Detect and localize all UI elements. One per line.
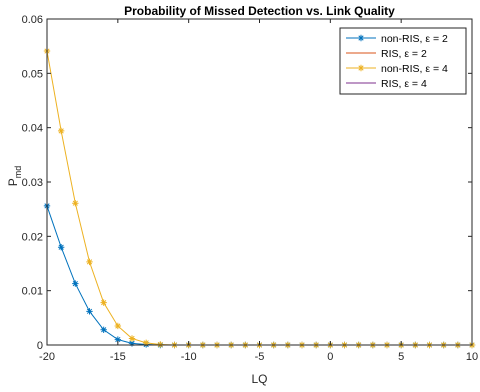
legend: non-RIS, ε = 2 RIS, ε = 2 non-RIS, ε = 4 RI… xyxy=(339,27,467,95)
legend-label-0: non-RIS, ε = 2 xyxy=(381,33,448,45)
legend-label-3: RIS, ε = 4 xyxy=(381,78,427,90)
ticks-layer: -20 -15 -10 -5 0 5 10 0 0.01 0.02 0.03 0.04 0.05 0.06 xyxy=(22,14,479,363)
legend-entry-1: RIS, ε = 2 xyxy=(346,48,427,60)
x-tick-label: -10 xyxy=(181,351,197,363)
legend-entry-3: RIS, ε = 4 xyxy=(346,78,427,90)
legend-marker-0 xyxy=(357,34,365,42)
legend-label-1: RIS, ε = 2 xyxy=(381,48,427,60)
y-tick-label: 0.02 xyxy=(22,231,43,243)
x-tick-label: -15 xyxy=(110,351,126,363)
data-point-2-8 xyxy=(157,341,164,348)
data-point-0-5 xyxy=(114,336,122,343)
x-tick-label: -5 xyxy=(255,351,265,363)
data-point-0-3 xyxy=(86,308,93,315)
y-tick-label: 0.03 xyxy=(22,177,43,189)
y-tick-label: 0 xyxy=(37,340,43,352)
data-point-0-1 xyxy=(57,244,65,251)
x-tick-label: 5 xyxy=(398,351,404,363)
legend-label-2: non-RIS, ε = 4 xyxy=(381,63,448,75)
data-point-0-2 xyxy=(72,280,79,287)
data-point-2-6 xyxy=(128,335,136,342)
data-point-0-6 xyxy=(128,340,136,347)
y-tick-label: 0.06 xyxy=(22,14,43,26)
legend-marker-2 xyxy=(357,64,365,72)
x-tick-label: -20 xyxy=(39,351,55,363)
y-tick-label: 0.04 xyxy=(22,123,43,135)
legend-entry-2: non-RIS, ε = 4 xyxy=(346,63,448,75)
data-point-2-5 xyxy=(114,322,122,330)
y-axis-label: Pmd xyxy=(6,166,23,187)
x-tick-label: 0 xyxy=(327,351,333,363)
legend-entry-0: non-RIS, ε = 2 xyxy=(346,33,448,45)
y-tick-label: 0.05 xyxy=(22,68,43,80)
data-point-2-7 xyxy=(142,339,150,347)
y-tick-label: 0.01 xyxy=(22,286,43,298)
y-axis-label-sub: md xyxy=(13,166,23,179)
data-point-2-2 xyxy=(72,199,79,207)
data-point-0-4 xyxy=(100,326,107,333)
y-axis-label-main: P xyxy=(6,178,20,186)
data-point-2-1 xyxy=(57,127,65,135)
data-point-2-4 xyxy=(100,299,107,306)
chart-title: Probability of Missed Detection vs. Link… xyxy=(124,4,395,18)
data-point-2-3 xyxy=(86,258,93,266)
x-tick-label: 10 xyxy=(466,351,478,363)
x-axis-label: LQ xyxy=(251,372,267,386)
